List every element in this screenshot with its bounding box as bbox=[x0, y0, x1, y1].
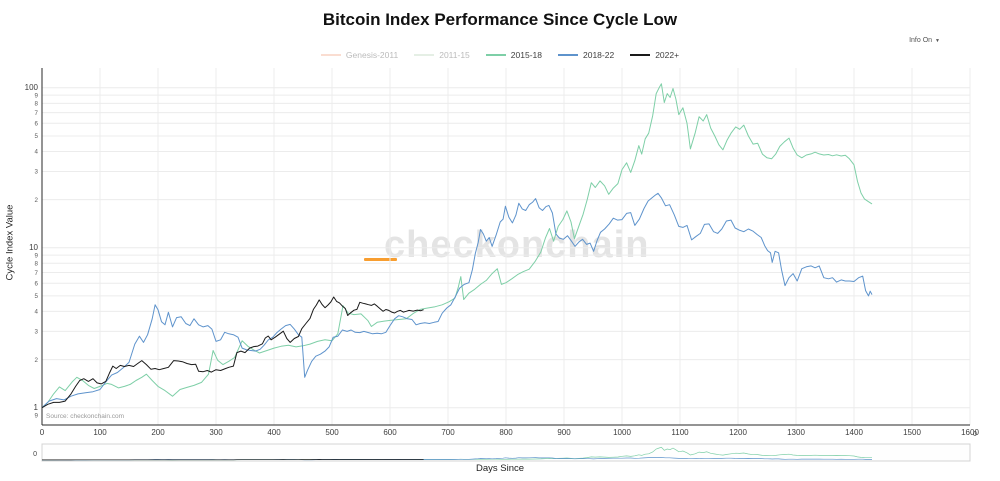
series-line-2018-22 bbox=[42, 192, 873, 409]
y-tick-label: 4 bbox=[35, 149, 39, 156]
x-tick-label: 1000 bbox=[613, 428, 631, 437]
legend-item-2018-22[interactable]: 2018-22 bbox=[558, 50, 614, 60]
x-tick-label: 300 bbox=[209, 428, 223, 437]
legend-line-swatch bbox=[558, 54, 578, 56]
legend-line-swatch bbox=[630, 54, 651, 56]
legend: Genesis-2011 2011-15 2015-18 2018-22 2022+ bbox=[0, 50, 1000, 60]
legend-item-2015-18[interactable]: 2015-18 bbox=[485, 50, 542, 60]
info-toggle-label: Info On bbox=[909, 37, 933, 44]
y-tick-label: 7 bbox=[35, 110, 39, 117]
y-tick-label: 9 bbox=[35, 412, 39, 419]
y-tick-label: 3 bbox=[35, 169, 39, 176]
y-tick-label: 2 bbox=[35, 197, 39, 204]
y-tick-label: 5 bbox=[35, 133, 39, 140]
y-tick-label: 2 bbox=[35, 357, 39, 364]
y-tick-label: 5 bbox=[35, 293, 39, 300]
y-tick-label: 100 bbox=[25, 83, 39, 92]
x-tick-label: 1600 bbox=[961, 428, 979, 437]
y-tick-label: 7 bbox=[35, 270, 39, 277]
legend-line-swatch bbox=[485, 54, 506, 56]
x-tick-label: 800 bbox=[499, 428, 513, 437]
x-tick-label: 1500 bbox=[903, 428, 921, 437]
watermark-text: checkonchain bbox=[384, 224, 650, 266]
x-tick-label: 1300 bbox=[787, 428, 805, 437]
rangeslider-right-label: 0 bbox=[973, 431, 977, 438]
info-toggle-button[interactable]: Info On ▼ bbox=[909, 37, 940, 44]
x-tick-label: 200 bbox=[151, 428, 165, 437]
rangeslider-series-2022- bbox=[42, 459, 424, 461]
legend-label: 2015-18 bbox=[510, 50, 542, 60]
legend-line-swatch bbox=[414, 54, 435, 56]
legend-label: 2011-15 bbox=[439, 50, 470, 60]
legend-item-2022-[interactable]: 2022+ bbox=[630, 50, 679, 60]
y-tick-label: 8 bbox=[35, 260, 39, 267]
legend-label: 2018-22 bbox=[583, 50, 615, 60]
x-tick-label: 500 bbox=[325, 428, 339, 437]
y-tick-label: 6 bbox=[35, 280, 39, 287]
y-tick-label: 8 bbox=[35, 101, 39, 108]
x-tick-label: 600 bbox=[383, 428, 397, 437]
x-axis-title: Days Since bbox=[475, 463, 525, 474]
legend-label: 2022+ bbox=[655, 50, 680, 60]
x-tick-label: 100 bbox=[93, 428, 107, 437]
y-tick-label: 9 bbox=[35, 92, 39, 99]
rangeslider-left-label: 0 bbox=[33, 451, 37, 458]
source-note: Source: checkonchain.com bbox=[46, 413, 125, 420]
series-line-2015-18 bbox=[42, 83, 873, 409]
legend-line-swatch bbox=[320, 54, 341, 56]
x-tick-label: 0 bbox=[40, 428, 45, 437]
y-tick-label: 3 bbox=[35, 329, 39, 336]
x-tick-label: 900 bbox=[557, 428, 571, 437]
x-tick-label: 1200 bbox=[729, 428, 747, 437]
y-tick-label: 1 bbox=[34, 403, 39, 412]
page-title: Bitcoin Index Performance Since Cycle Lo… bbox=[322, 10, 678, 29]
x-tick-label: 1400 bbox=[845, 428, 863, 437]
brand-underline bbox=[364, 258, 397, 261]
legend-label: Genesis-2011 bbox=[345, 50, 399, 60]
legend-item-2011-15[interactable]: 2011-15 bbox=[414, 50, 470, 60]
x-tick-label: 1100 bbox=[671, 428, 689, 437]
y-tick-label: 6 bbox=[35, 120, 39, 127]
series-line-2022- bbox=[42, 296, 424, 409]
y-axis-title: Cycle Index Value bbox=[4, 204, 16, 281]
y-tick-label: 4 bbox=[35, 309, 39, 316]
x-tick-label: 400 bbox=[267, 428, 281, 437]
y-tick-label: 9 bbox=[35, 252, 39, 259]
chevron-down-icon: ▼ bbox=[935, 37, 940, 44]
rangeslider[interactable] bbox=[41, 443, 971, 462]
x-tick-label: 700 bbox=[441, 428, 455, 437]
legend-item-genesis-2011[interactable]: Genesis-2011 bbox=[320, 50, 399, 60]
y-tick-label: 10 bbox=[29, 243, 38, 252]
